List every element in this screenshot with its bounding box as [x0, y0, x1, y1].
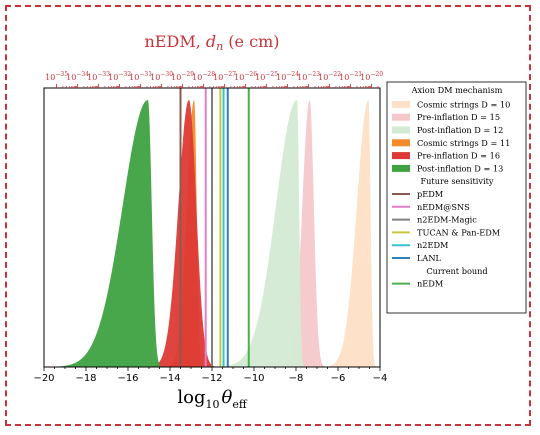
top-tick-label: 10−20 — [360, 71, 383, 82]
x-tick-label: −16 — [117, 373, 138, 384]
legend-label: n2EDM — [417, 240, 448, 250]
legend-swatch — [392, 164, 410, 172]
top-tick-label: 10−35 — [45, 71, 68, 82]
legend-label: TUCAN & Pan-EDM — [417, 227, 500, 237]
title-unit: (e cm) — [223, 32, 279, 51]
xlabel-theta: θ — [221, 387, 232, 408]
title-main: nEDM, — [145, 32, 206, 51]
top-tick-label: 10−23 — [297, 71, 320, 82]
legend-box — [386, 81, 527, 314]
distribution-2 — [275, 100, 326, 367]
distribution-6 — [44, 100, 166, 367]
top-tick-label: 10−22 — [318, 71, 341, 82]
top-tick-label: 10−21 — [339, 71, 362, 82]
distribution-areas — [44, 100, 380, 367]
chart-title: nEDM, dn (e cm) — [145, 32, 280, 53]
top-tick-label: 10−26 — [234, 71, 257, 82]
legend-label: Pre-inflation D = 15 — [417, 112, 500, 122]
legend-label: pEDM — [417, 189, 443, 199]
legend-swatch — [392, 152, 410, 160]
top-tick-label: 10−27 — [213, 71, 236, 82]
x-tick-label: −12 — [201, 373, 222, 384]
top-tick-label: 10−28 — [192, 71, 215, 82]
legend-swatch — [392, 100, 410, 108]
legend-header: Future sensitivity — [420, 176, 493, 186]
legend-label: Cosmic strings D = 10 — [417, 99, 510, 109]
legend-label: nEDM — [417, 279, 443, 289]
legend-label: nEDM@SNS — [417, 202, 470, 212]
title-symbol: d — [206, 32, 216, 51]
legend: Axion DM mechanism Cosmic strings D = 10… — [386, 81, 527, 314]
x-tick-label: −6 — [331, 373, 346, 384]
x-tick-label: −18 — [75, 373, 96, 384]
legend-label: LANL — [417, 253, 442, 263]
x-tick-label: −14 — [159, 373, 180, 384]
top-axis-ticks: 10−3510−3410−3310−3210−3110−3010−2910−28… — [45, 71, 383, 88]
title-subscript: n — [216, 40, 223, 53]
legend-label: Post-inflation D = 13 — [417, 163, 503, 173]
legend-title: Axion DM mechanism — [411, 85, 503, 95]
legend-entries: Cosmic strings D = 10 Pre-inflation D = 1… — [392, 99, 510, 289]
distribution-5 — [138, 100, 217, 367]
legend-label: Cosmic strings D = 11 — [417, 138, 510, 148]
legend-swatch — [392, 113, 410, 121]
legend-swatch — [392, 139, 410, 147]
xlabel-log-sub: 10 — [205, 398, 219, 411]
x-axis-ticks: −20 −18 −16 −14 −12 −10 −8 −6 −4 — [33, 367, 387, 384]
x-tick-label: −8 — [289, 373, 304, 384]
top-tick-label: 10−25 — [255, 71, 278, 82]
legend-header: Current bound — [426, 266, 487, 276]
plot-area: −20 −18 −16 −14 −12 −10 −8 −6 −4 10−3510−3410−33… — [33, 71, 387, 384]
sensitivity-lines — [179, 88, 250, 367]
x-tick-label: −20 — [33, 373, 54, 384]
x-tick-label: −10 — [243, 373, 264, 384]
top-tick-label: 10−29 — [171, 71, 194, 82]
distribution-1 — [321, 100, 380, 367]
top-tick-label: 10−24 — [276, 71, 299, 82]
x-axis-label: log10 θeff — [177, 387, 247, 411]
legend-label: Post-inflation D = 12 — [417, 125, 503, 135]
legend-label: Pre-inflation D = 16 — [417, 151, 500, 161]
top-tick-label: 10−30 — [150, 71, 173, 82]
xlabel-log: log — [177, 387, 205, 408]
distribution-3 — [201, 100, 305, 367]
x-tick-label: −4 — [373, 373, 388, 384]
top-tick-label: 10−32 — [108, 71, 131, 82]
top-tick-label: 10−31 — [129, 71, 152, 82]
xlabel-theta-sub: eff — [232, 398, 248, 411]
legend-swatch — [392, 126, 410, 134]
top-tick-label: 10−34 — [66, 71, 89, 82]
legend-label: n2EDM-Magic — [417, 215, 477, 225]
top-tick-label: 10−33 — [87, 71, 110, 82]
